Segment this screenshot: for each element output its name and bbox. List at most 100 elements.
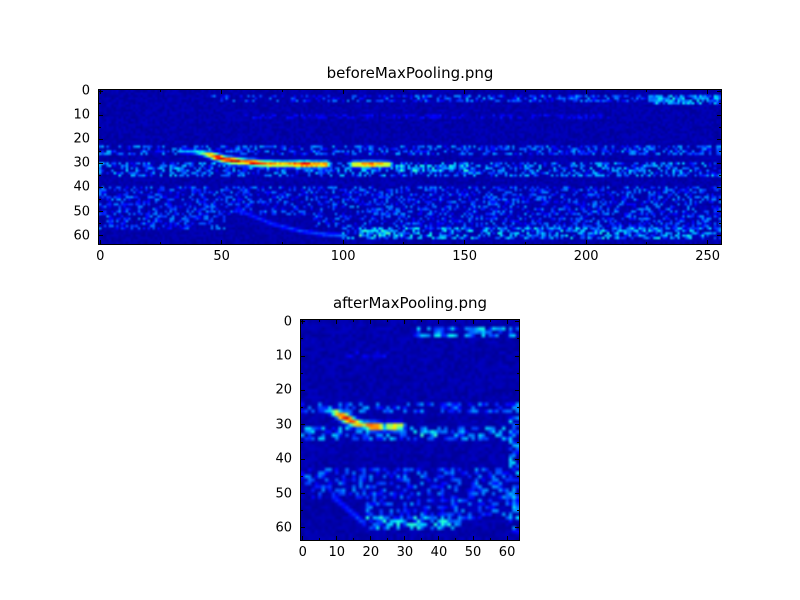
x-tick <box>472 536 474 540</box>
y-minor-tick <box>301 475 303 477</box>
x-tick-label: 50 <box>213 249 230 264</box>
x-tick-label: 60 <box>498 545 516 560</box>
x-tick <box>370 536 372 540</box>
x-minor-tick <box>353 538 355 540</box>
x-minor-tick <box>281 242 283 244</box>
x-minor-tick <box>387 320 389 322</box>
y-tick <box>515 493 519 495</box>
y-tick-label: 20 <box>275 382 292 398</box>
x-tick <box>342 240 344 244</box>
y-tick <box>717 186 721 188</box>
chart-title-after-maxpooling: afterMaxPooling.png <box>332 294 488 312</box>
x-minor-tick <box>160 90 162 92</box>
y-minor-tick <box>719 223 721 225</box>
x-minor-tick <box>421 320 423 322</box>
y-tick <box>717 211 721 213</box>
y-minor-tick <box>99 150 101 152</box>
y-tick-label: 10 <box>275 348 292 364</box>
y-minor-tick <box>517 510 519 512</box>
y-tick <box>301 389 305 391</box>
x-tick-label: 20 <box>362 545 380 560</box>
x-minor-tick <box>489 320 491 322</box>
y-minor-tick <box>517 441 519 443</box>
y-tick <box>717 138 721 140</box>
x-tick <box>585 90 587 94</box>
x-tick <box>221 240 223 244</box>
x-minor-tick <box>403 242 405 244</box>
x-minor-tick <box>319 538 321 540</box>
y-tick <box>717 162 721 164</box>
x-tick-label: 40 <box>430 545 448 560</box>
y-minor-tick <box>517 407 519 409</box>
x-tick-label: 30 <box>396 545 414 560</box>
y-minor-tick <box>99 198 101 200</box>
chart-title-before-maxpooling: beforeMaxPooling.png <box>326 64 494 82</box>
x-tick-label: 150 <box>452 249 478 264</box>
y-minor-tick <box>719 150 721 152</box>
x-tick-label: 200 <box>573 249 599 264</box>
x-minor-tick <box>524 242 526 244</box>
y-tick <box>717 235 721 237</box>
y-tick-label: 40 <box>73 179 90 195</box>
x-tick <box>302 536 304 540</box>
y-tick-label: 30 <box>275 417 292 433</box>
x-tick <box>336 320 338 324</box>
x-tick <box>336 536 338 540</box>
y-tick-label: 0 <box>81 83 90 99</box>
x-tick <box>438 320 440 324</box>
y-minor-tick <box>719 174 721 176</box>
y-tick <box>301 458 305 460</box>
y-tick <box>515 527 519 529</box>
y-tick <box>301 493 305 495</box>
y-tick <box>515 321 519 323</box>
x-minor-tick <box>421 538 423 540</box>
y-tick <box>301 355 305 357</box>
y-minor-tick <box>99 126 101 128</box>
y-minor-tick <box>301 441 303 443</box>
x-minor-tick <box>403 90 405 92</box>
y-tick-label: 30 <box>73 155 90 171</box>
y-tick <box>99 114 103 116</box>
y-tick <box>99 211 103 213</box>
y-tick <box>99 162 103 164</box>
x-tick <box>342 90 344 94</box>
x-tick <box>464 90 466 94</box>
x-minor-tick <box>353 320 355 322</box>
x-minor-tick <box>387 538 389 540</box>
y-minor-tick <box>301 338 303 340</box>
x-tick <box>585 240 587 244</box>
heatmap-after-maxpooling: 0 10 20 30 40 50 60 0 10 20 30 40 50 60 <box>275 314 520 560</box>
x-tick <box>99 90 101 94</box>
y-minor-tick <box>301 372 303 374</box>
y-tick <box>301 321 305 323</box>
x-tick <box>99 240 101 244</box>
x-tick <box>472 320 474 324</box>
x-minor-tick <box>455 538 457 540</box>
y-tick <box>515 389 519 391</box>
x-minor-tick <box>455 320 457 322</box>
x-tick <box>506 536 508 540</box>
y-tick-label: 20 <box>73 131 90 147</box>
x-tick-label: 0 <box>96 249 105 264</box>
y-tick <box>99 186 103 188</box>
x-tick <box>438 536 440 540</box>
x-tick <box>707 90 709 94</box>
x-minor-tick <box>524 90 526 92</box>
x-minor-tick <box>646 90 648 92</box>
x-tick-label: 100 <box>330 249 356 264</box>
y-tick <box>99 235 103 237</box>
y-tick <box>515 424 519 426</box>
y-tick <box>717 90 721 92</box>
y-tick-label: 0 <box>283 314 292 330</box>
y-minor-tick <box>719 102 721 104</box>
y-minor-tick <box>719 198 721 200</box>
x-tick-label: 10 <box>328 545 346 560</box>
y-minor-tick <box>99 223 101 225</box>
x-tick <box>464 240 466 244</box>
x-minor-tick <box>319 320 321 322</box>
x-minor-tick <box>281 90 283 92</box>
x-tick-label: 0 <box>298 545 307 560</box>
x-tick <box>221 90 223 94</box>
heatmap-canvas-before <box>99 90 721 244</box>
